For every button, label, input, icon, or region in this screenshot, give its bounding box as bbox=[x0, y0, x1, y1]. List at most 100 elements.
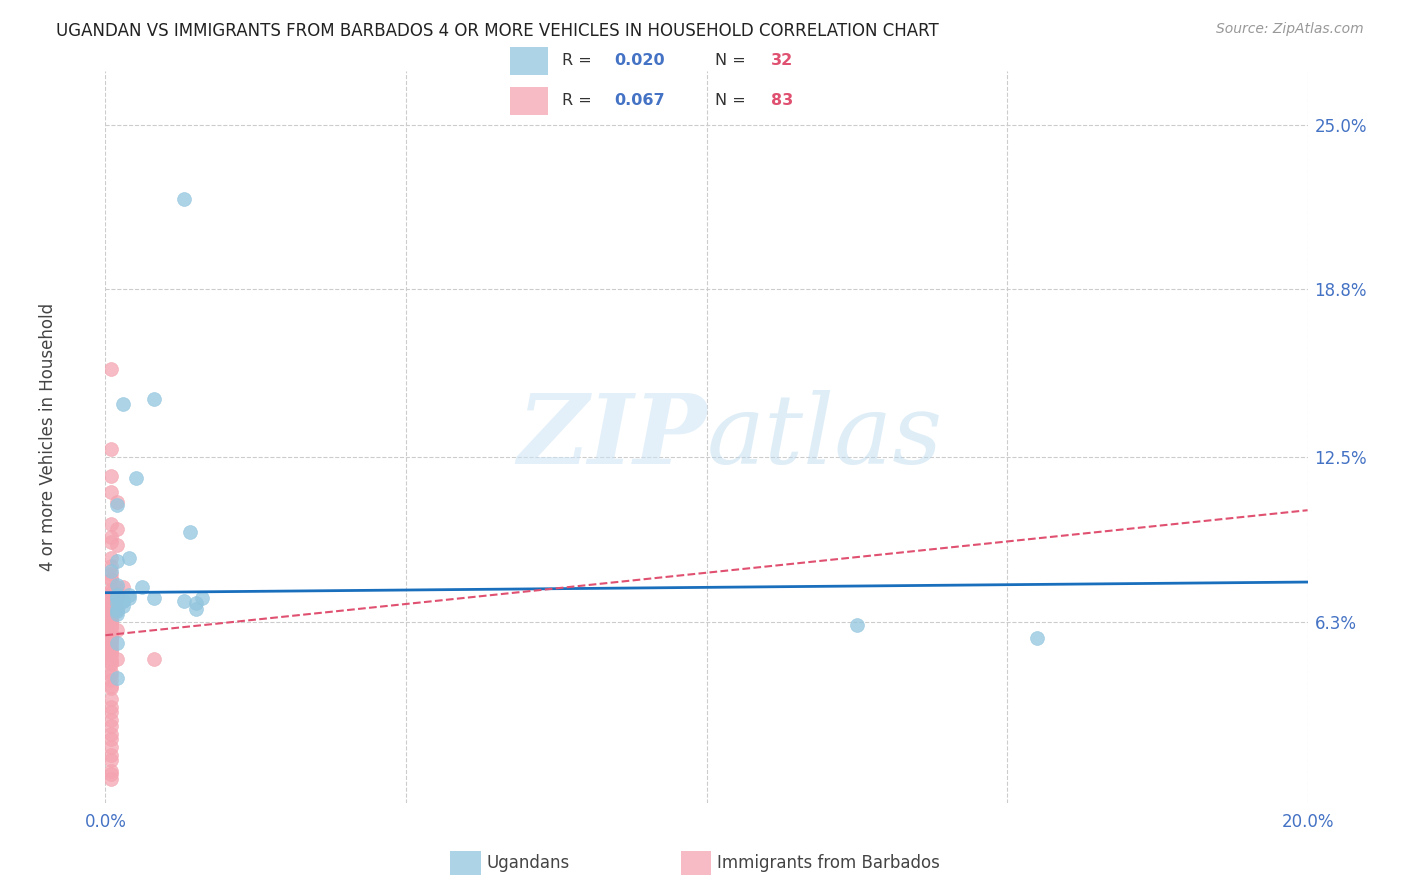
Point bbox=[112, 599, 135, 613]
Point bbox=[107, 607, 129, 621]
Text: 83: 83 bbox=[770, 93, 793, 108]
Point bbox=[107, 554, 129, 568]
Point bbox=[100, 681, 122, 696]
Point bbox=[100, 599, 122, 613]
Point bbox=[100, 588, 122, 602]
Point bbox=[845, 617, 868, 632]
Text: Ugandans: Ugandans bbox=[486, 854, 569, 872]
Point bbox=[100, 588, 122, 602]
Point bbox=[100, 772, 122, 786]
Point bbox=[112, 397, 135, 411]
Point bbox=[107, 498, 129, 512]
Point bbox=[100, 631, 122, 645]
Point bbox=[100, 714, 122, 728]
Point bbox=[100, 582, 122, 597]
Point bbox=[100, 747, 122, 762]
Point bbox=[100, 668, 122, 682]
Point bbox=[100, 739, 122, 754]
Point bbox=[112, 593, 135, 607]
Point bbox=[100, 591, 122, 605]
Text: 0.0%: 0.0% bbox=[84, 814, 127, 831]
Point bbox=[100, 468, 122, 483]
Point bbox=[107, 623, 129, 637]
Text: atlas: atlas bbox=[707, 390, 942, 484]
Point bbox=[112, 593, 135, 607]
Text: Immigrants from Barbados: Immigrants from Barbados bbox=[717, 854, 941, 872]
Point bbox=[100, 601, 122, 615]
Text: R =: R = bbox=[562, 54, 598, 69]
Point bbox=[100, 700, 122, 714]
Point bbox=[118, 551, 141, 566]
Point bbox=[100, 655, 122, 669]
Text: 0.067: 0.067 bbox=[614, 93, 665, 108]
Point bbox=[100, 631, 122, 645]
Point bbox=[100, 633, 122, 648]
Point bbox=[142, 591, 165, 605]
Point bbox=[100, 567, 122, 582]
Point bbox=[100, 652, 122, 666]
Point bbox=[100, 625, 122, 640]
Point bbox=[107, 591, 129, 605]
Point bbox=[107, 577, 129, 591]
Point bbox=[100, 551, 122, 566]
FancyBboxPatch shape bbox=[681, 851, 711, 875]
Point bbox=[100, 706, 122, 720]
Point bbox=[107, 591, 129, 605]
Point bbox=[107, 604, 129, 618]
Point bbox=[100, 585, 122, 599]
Point bbox=[100, 673, 122, 688]
Point bbox=[100, 593, 122, 607]
Point bbox=[100, 692, 122, 706]
Point bbox=[100, 599, 122, 613]
Point bbox=[100, 665, 122, 680]
Point bbox=[107, 596, 129, 610]
Point bbox=[100, 609, 122, 624]
FancyBboxPatch shape bbox=[510, 47, 547, 75]
Point bbox=[131, 580, 153, 594]
Point bbox=[100, 639, 122, 653]
Point bbox=[107, 601, 129, 615]
Point bbox=[100, 530, 122, 544]
Point bbox=[100, 612, 122, 626]
Point bbox=[100, 628, 122, 642]
Point bbox=[100, 633, 122, 648]
Text: 0.020: 0.020 bbox=[614, 54, 665, 69]
Point bbox=[118, 591, 141, 605]
Point bbox=[107, 636, 129, 650]
Point bbox=[124, 471, 146, 485]
Text: N =: N = bbox=[716, 93, 751, 108]
Point bbox=[173, 593, 195, 607]
Point bbox=[107, 601, 129, 615]
Point bbox=[100, 604, 122, 618]
Point bbox=[100, 679, 122, 693]
Point bbox=[100, 596, 122, 610]
Point bbox=[107, 588, 129, 602]
Point bbox=[100, 615, 122, 629]
Point bbox=[100, 617, 122, 632]
Text: 32: 32 bbox=[770, 54, 793, 69]
Point bbox=[100, 607, 122, 621]
Point bbox=[184, 596, 207, 610]
Point bbox=[100, 484, 122, 499]
Point bbox=[107, 522, 129, 536]
Point bbox=[184, 601, 207, 615]
Point bbox=[100, 731, 122, 746]
Point bbox=[100, 612, 122, 626]
Point bbox=[173, 192, 195, 206]
Point bbox=[100, 628, 122, 642]
Point bbox=[100, 636, 122, 650]
Point bbox=[100, 516, 122, 531]
Point bbox=[100, 573, 122, 587]
Point bbox=[107, 538, 129, 552]
Point bbox=[100, 620, 122, 634]
Point bbox=[100, 565, 122, 579]
Point bbox=[107, 585, 129, 599]
Point bbox=[100, 766, 122, 780]
Point bbox=[100, 591, 122, 605]
Point bbox=[100, 764, 122, 778]
Point bbox=[118, 588, 141, 602]
Text: 20.0%: 20.0% bbox=[1281, 814, 1334, 831]
Point bbox=[100, 535, 122, 549]
Point bbox=[100, 641, 122, 656]
Point bbox=[100, 573, 122, 587]
